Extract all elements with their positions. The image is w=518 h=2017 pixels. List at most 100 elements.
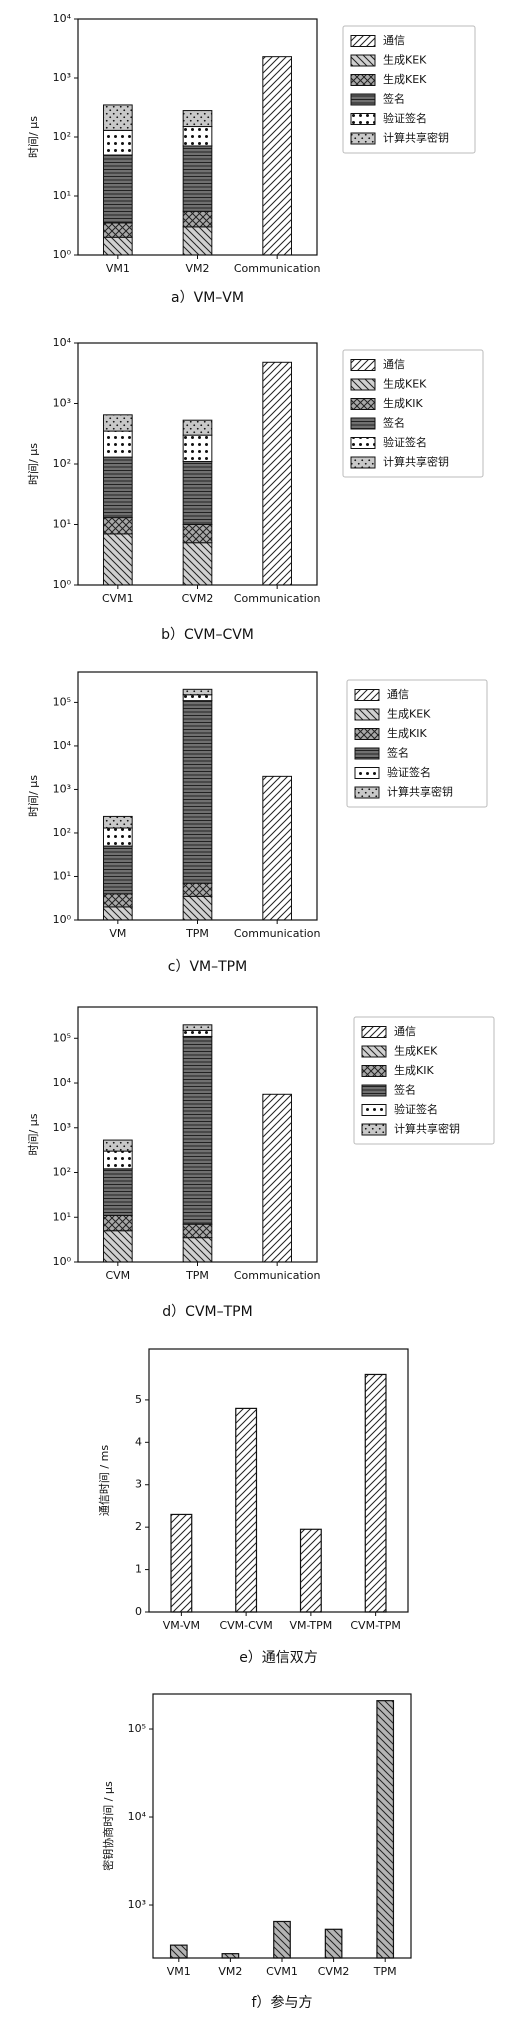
y-axis-label: 密钥协商时间 / μs — [101, 1781, 115, 1871]
x-tick-label: VM1 — [167, 1965, 191, 1978]
legend-label: 验证签名 — [387, 765, 431, 779]
bar-segment — [182, 145, 213, 212]
x-tick-label: TPM — [185, 1269, 209, 1282]
legend-box — [342, 349, 484, 478]
legend-label: 生成KIK — [383, 396, 423, 410]
bar-segment — [102, 906, 133, 921]
legend-swatch — [350, 54, 376, 67]
bar-segment — [182, 895, 213, 921]
bar — [273, 1920, 291, 1959]
x-tick-label: CVM1 — [266, 1965, 298, 1978]
bar-segment — [102, 893, 133, 908]
bar-segment — [102, 129, 133, 156]
x-tick-label: VM1 — [106, 262, 130, 275]
y-tick-label: 10⁰ — [53, 248, 72, 261]
bar-segment — [182, 1024, 213, 1031]
bar-segment — [182, 1223, 213, 1239]
y-tick-label: 10² — [53, 1166, 71, 1179]
caption: a）VM–VM — [171, 290, 244, 306]
bar-segment — [182, 419, 213, 436]
legend-swatch — [354, 708, 380, 721]
legend-swatch — [361, 1026, 387, 1038]
legend-label: 生成KEK — [383, 53, 427, 67]
legend-swatch — [350, 93, 376, 106]
legend-swatch — [354, 786, 380, 799]
bar-segment — [182, 694, 213, 702]
legend-label: 通信 — [387, 688, 409, 701]
legend-swatch — [350, 359, 376, 371]
bar-segment — [182, 882, 213, 897]
bar-segment — [102, 222, 133, 238]
legend-swatch — [350, 417, 376, 430]
legend-label: 通信 — [394, 1025, 416, 1038]
bar-segment — [102, 815, 133, 829]
bar-segment — [182, 110, 213, 128]
y-tick-label: 10² — [53, 826, 71, 839]
bar-segment — [182, 542, 213, 586]
legend-swatch — [350, 74, 376, 86]
legend-label: 签名 — [383, 92, 405, 106]
bar-segment — [102, 154, 133, 224]
y-tick-label: 10² — [53, 130, 71, 143]
bar-segment — [182, 1237, 213, 1263]
plot-frame — [77, 671, 318, 921]
y-tick-label: 10¹ — [53, 518, 71, 531]
bar-segment — [262, 361, 293, 586]
bar-segment — [182, 434, 213, 462]
legend-swatch — [361, 1104, 387, 1116]
legend-label: 计算共享密钥 — [394, 1122, 460, 1136]
y-tick-label: 10¹ — [53, 869, 71, 882]
legend-label: 生成KEK — [383, 377, 427, 391]
y-axis-label: 时间/ μs — [27, 443, 40, 485]
legend-swatch — [350, 378, 376, 391]
x-tick-label: Communication — [234, 1269, 321, 1282]
legend-swatch — [350, 113, 376, 125]
bar — [169, 1944, 188, 1959]
legend-label: 计算共享密钥 — [387, 785, 453, 799]
y-tick-label: 4 — [135, 1435, 142, 1448]
caption: b）CVM–CVM — [161, 627, 254, 643]
plot-frame — [77, 18, 318, 256]
legend-swatch — [350, 437, 376, 449]
bar-segment — [182, 1029, 213, 1037]
caption: d）CVM–TPM — [162, 1304, 252, 1320]
bar-segment — [102, 845, 133, 895]
x-tick-label: VM-VM — [163, 1619, 200, 1632]
x-tick-label: VM — [109, 927, 126, 940]
legend-swatch — [361, 1084, 387, 1097]
legend-label: 验证签名 — [383, 111, 427, 125]
caption: c）VM–TPM — [168, 959, 247, 975]
x-tick-label: Communication — [234, 927, 321, 940]
bar — [364, 1373, 387, 1613]
legend-swatch — [361, 1065, 387, 1077]
x-tick-label: CVM-TPM — [350, 1619, 401, 1632]
y-tick-label: 10³ — [128, 1898, 146, 1911]
x-tick-label: CVM2 — [182, 592, 214, 605]
bar — [221, 1953, 240, 1959]
y-tick-label: 10³ — [53, 397, 71, 410]
legend-box — [353, 1016, 495, 1145]
plot-frame — [77, 1006, 318, 1263]
y-axis-label: 时间/ μs — [27, 1113, 40, 1155]
y-tick-label: 10³ — [53, 71, 71, 84]
bar-segment — [182, 460, 213, 525]
x-tick-label: Communication — [234, 262, 321, 275]
legend-label: 验证签名 — [394, 1102, 438, 1116]
y-tick-label: 5 — [135, 1393, 142, 1406]
bar-segment — [102, 1168, 133, 1216]
y-axis-label: 时间/ μs — [27, 116, 40, 158]
y-tick-label: 0 — [135, 1605, 142, 1618]
y-tick-label: 10⁴ — [53, 739, 72, 752]
bar-segment — [102, 414, 133, 432]
legend-label: 签名 — [387, 746, 409, 760]
plot-frame — [148, 1348, 409, 1613]
x-tick-label: Communication — [234, 592, 321, 605]
bar-segment — [182, 700, 213, 884]
legend-label: 生成KEK — [383, 72, 427, 86]
y-tick-label: 10³ — [53, 1121, 71, 1134]
legend-label: 计算共享密钥 — [383, 131, 449, 145]
bar — [324, 1928, 343, 1959]
legend-swatch — [350, 35, 376, 47]
